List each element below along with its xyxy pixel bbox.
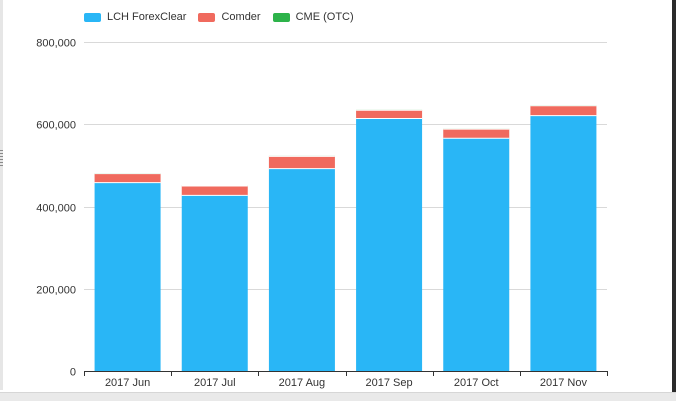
bar-segment-lch-forexclear[interactable] <box>181 195 248 371</box>
right-edge <box>672 0 676 401</box>
legend-item-cme-otc[interactable]: CME (OTC) <box>272 11 354 23</box>
bar-segment-lch-forexclear[interactable] <box>94 182 161 371</box>
bar-segment-comder[interactable] <box>443 129 510 139</box>
bar-segment-lch-forexclear[interactable] <box>356 118 423 372</box>
bar-stack[interactable] <box>181 185 248 371</box>
y-tick-label: 400,000 <box>36 203 76 215</box>
legend-swatch-lch-forexclear <box>84 12 101 22</box>
bar-stack[interactable] <box>443 128 510 371</box>
x-tick-label: 2017 Aug <box>279 377 326 389</box>
chart-legend: LCH ForexClear Comder CME (OTC) <box>84 9 354 25</box>
grid-lines <box>84 42 607 290</box>
x-axis-tick-labels: 2017 Jun 2017 Jul 2017 Aug 2017 Sep 2017 Oct… <box>105 377 588 389</box>
bars <box>94 105 597 372</box>
y-tick-label: 0 <box>70 367 76 379</box>
bar-segment-comder[interactable] <box>94 173 161 183</box>
bar-segment-lch-forexclear[interactable] <box>443 138 510 371</box>
x-tick-label: 2017 Jun <box>105 377 150 389</box>
legend-swatch-cme-otc <box>272 12 290 22</box>
x-axis <box>84 371 608 376</box>
legend-swatch-comder <box>198 12 216 22</box>
x-tick-label: 2017 Oct <box>454 377 499 389</box>
left-edge <box>0 0 3 390</box>
x-tick-label: 2017 Jul <box>194 377 236 389</box>
y-tick-label: 800,000 <box>36 38 76 50</box>
bar-segment-lch-forexclear[interactable] <box>268 168 335 371</box>
bar-stack[interactable] <box>356 109 423 372</box>
x-tick-label: 2017 Nov <box>540 377 588 389</box>
x-tick-label: 2017 Sep <box>366 377 413 389</box>
bar-segment-comder[interactable] <box>530 105 597 116</box>
legend-label-comder: Comder <box>221 11 261 23</box>
bar-stack[interactable] <box>94 173 161 371</box>
bar-segment-comder[interactable] <box>181 185 248 196</box>
legend-label-lch-forexclear: LCH ForexClear <box>107 11 187 23</box>
horizontal-scrollbar[interactable] <box>0 392 676 401</box>
bar-stack[interactable] <box>530 105 597 372</box>
bar-segment-comder[interactable] <box>268 156 335 169</box>
bar-segment-comder[interactable] <box>356 110 423 119</box>
y-tick-label: 200,000 <box>36 285 76 297</box>
y-axis-tick-labels: 0 200,000 400,000 600,000 800,000 <box>36 38 76 379</box>
bar-stack[interactable] <box>268 155 335 371</box>
legend-label-cme-otc: CME (OTC) <box>295 11 354 23</box>
bar-segment-lch-forexclear[interactable] <box>530 115 597 372</box>
y-tick-label: 600,000 <box>36 120 76 132</box>
legend-item-comder[interactable]: Comder <box>198 11 261 23</box>
resize-grip-icon[interactable] <box>0 150 3 168</box>
legend-item-lch-forexclear[interactable]: LCH ForexClear <box>84 11 186 23</box>
